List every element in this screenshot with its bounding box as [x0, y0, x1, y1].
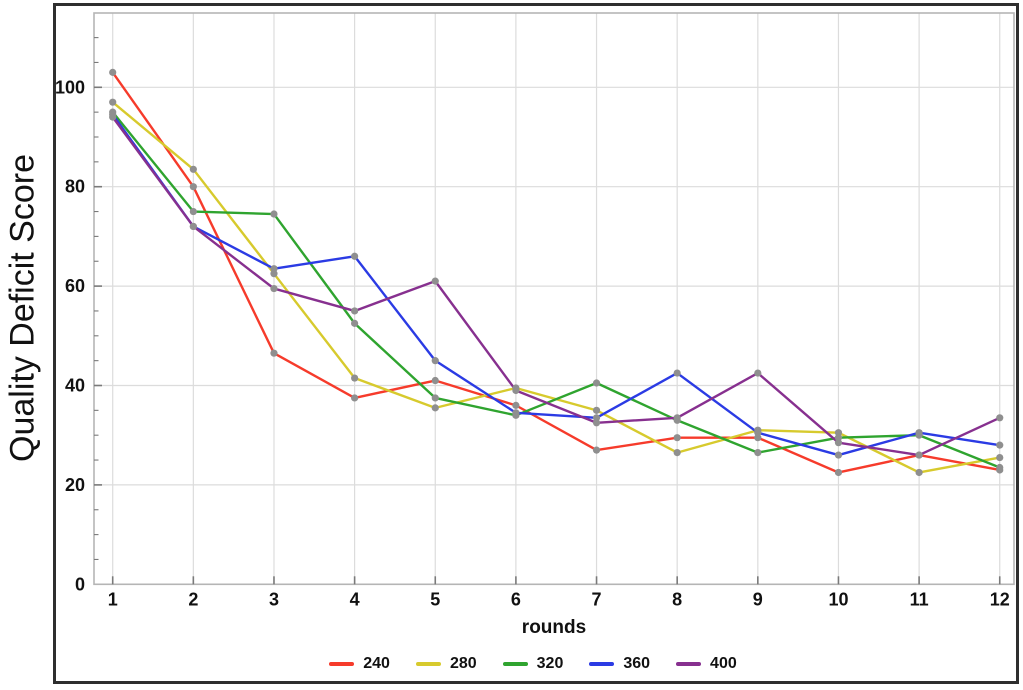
data-point-marker [351, 307, 359, 315]
legend-label: 360 [623, 655, 651, 672]
x-tick-label: 3 [269, 589, 279, 609]
data-point-marker [270, 270, 278, 278]
y-tick-label: 20 [65, 475, 85, 495]
data-point-marker [189, 222, 197, 231]
data-point-marker [351, 394, 359, 402]
x-tick-label: 8 [672, 589, 682, 609]
data-point-marker [270, 210, 278, 218]
data-point-marker [270, 265, 278, 273]
data-point-marker [915, 429, 923, 437]
data-point-marker [512, 409, 520, 417]
data-point-marker [592, 419, 601, 427]
data-point-marker [512, 386, 520, 395]
data-point-marker [754, 434, 762, 442]
legend-swatch-240 [329, 662, 355, 666]
legend-item-360: 360 [589, 656, 650, 672]
data-point-marker [189, 165, 197, 173]
data-point-marker [996, 441, 1004, 449]
series-line-320 [111, 110, 1001, 469]
data-point-marker [351, 319, 359, 327]
x-tick-label: 11 [910, 589, 929, 609]
y-tick-label: 40 [65, 376, 85, 396]
data-point-marker [673, 434, 681, 442]
data-point-marker [270, 284, 278, 293]
data-point-marker [351, 374, 359, 382]
chart-outer-border [53, 3, 1019, 684]
data-point-marker [673, 448, 681, 457]
data-point-marker [270, 349, 278, 357]
legend-label: 240 [363, 655, 390, 672]
data-point-marker [189, 207, 197, 216]
y-tick-label: 60 [65, 276, 85, 296]
data-point-marker [351, 252, 359, 260]
data-point-marker [754, 429, 762, 437]
data-point-marker [915, 451, 923, 459]
plot-frame [93, 12, 1015, 586]
data-point-marker [834, 429, 843, 437]
data-point-marker [592, 446, 601, 454]
data-point-marker [673, 369, 681, 377]
y-tick-label: 0 [75, 574, 85, 594]
x-tick-label: 1 [108, 589, 118, 609]
x-tick-label: 9 [753, 589, 763, 609]
data-point-marker [996, 414, 1004, 422]
data-point-marker [673, 414, 681, 422]
data-point-marker [754, 369, 762, 377]
data-point-marker [431, 376, 439, 385]
data-point-marker [109, 68, 117, 76]
data-point-marker [592, 406, 601, 414]
data-point-marker [834, 434, 843, 442]
series-line-280 [111, 101, 1001, 474]
legend-label: 280 [449, 655, 477, 672]
x-tick-label: 10 [828, 589, 848, 609]
x-tick-label: 6 [511, 589, 521, 609]
data-point-marker [834, 451, 843, 459]
legend: 240 280 320 360 400 [53, 656, 1013, 672]
x-tick-label: 4 [350, 589, 360, 609]
legend-item-240: 240 [329, 656, 390, 672]
data-point-marker [109, 113, 117, 121]
series-line-360 [111, 113, 1001, 457]
x-tick-label: 12 [990, 589, 1010, 609]
data-point-marker [834, 468, 843, 477]
data-point-marker [431, 357, 439, 365]
x-tick-label: 5 [430, 589, 440, 609]
data-point-marker [592, 414, 601, 422]
legend-swatch-400 [676, 662, 702, 666]
x-tick-label: 7 [592, 589, 602, 609]
data-point-marker [996, 463, 1004, 472]
x-tick-label: 2 [188, 589, 198, 609]
data-point-marker [431, 394, 439, 402]
data-point-marker [915, 468, 923, 477]
data-point-marker [512, 401, 520, 409]
legend-swatch-360 [589, 662, 615, 666]
legend-label: 320 [536, 655, 564, 672]
y-tick-label: 80 [65, 177, 85, 197]
y-tick-label: 100 [55, 77, 85, 97]
legend-swatch-280 [415, 662, 441, 666]
series-line-400 [111, 115, 1001, 457]
data-point-marker [834, 439, 843, 447]
data-point-marker [592, 379, 601, 387]
x-axis-label: rounds [521, 617, 587, 638]
legend-label: 400 [710, 655, 737, 672]
legend-swatch-320 [502, 662, 528, 666]
data-point-marker [431, 277, 439, 285]
data-point-marker [754, 448, 762, 457]
legend-item-320: 320 [502, 655, 564, 672]
legend-item-280: 280 [415, 655, 477, 672]
data-point-marker [189, 183, 197, 191]
data-point-marker [431, 404, 439, 412]
data-point-marker [996, 453, 1004, 462]
series-line-240 [111, 71, 1001, 474]
data-point-marker [109, 98, 117, 106]
legend-item-400: 400 [676, 656, 737, 672]
